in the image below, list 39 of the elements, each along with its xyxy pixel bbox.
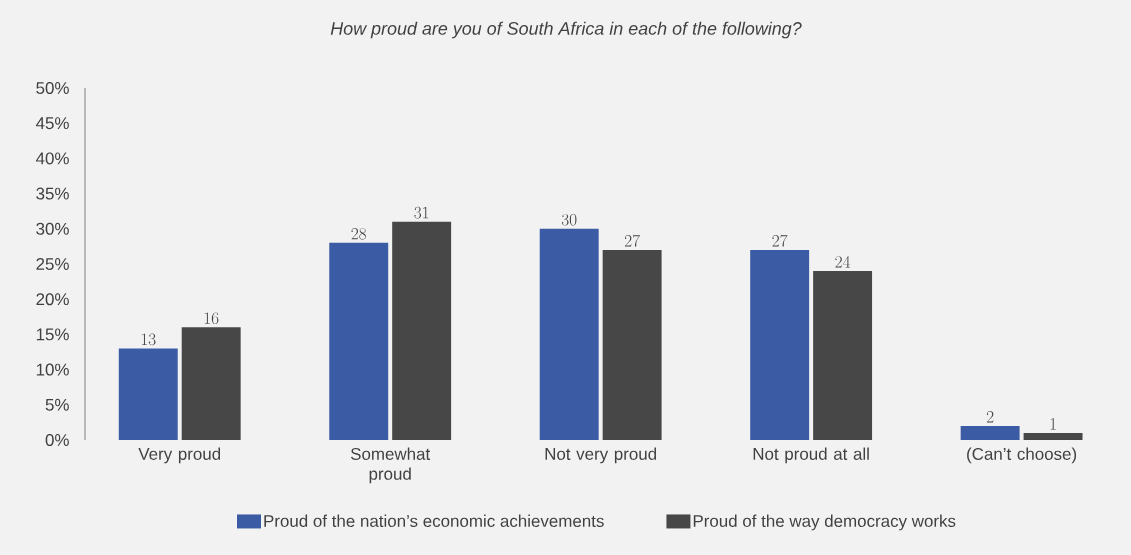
data-label: 27: [772, 234, 788, 247]
y-tick-label: 15%: [36, 328, 69, 341]
legend-label: Proud of the way democracy works: [693, 514, 956, 531]
y-tick-label: 25%: [36, 257, 69, 270]
y-tick-label: 45%: [35, 117, 69, 130]
x-tick-label: Not very proud: [545, 447, 657, 464]
data-label: 2: [986, 411, 994, 423]
bar: [1023, 432, 1083, 440]
bar: [118, 348, 178, 440]
y-tick-label: 50%: [36, 81, 69, 94]
bar: [960, 425, 1020, 440]
y-tick-label: 10%: [36, 363, 69, 376]
chart-title: How proud are you of South Africa in each of the following?: [330, 21, 802, 39]
data-label: 30: [561, 213, 577, 226]
bar: [329, 242, 389, 440]
x-tick-label: (Can’t choose): [967, 447, 1077, 464]
y-tick-label: 35%: [36, 187, 69, 200]
bar: [750, 249, 810, 440]
y-tick-label: 30%: [36, 222, 69, 235]
data-label: 31: [414, 206, 429, 219]
y-tick-label: 40%: [35, 152, 69, 165]
bar: [813, 271, 873, 440]
data-label: 24: [835, 255, 851, 268]
bar: [181, 327, 241, 440]
y-tick-label: 20%: [36, 293, 69, 306]
bar: [602, 249, 662, 440]
data-label: 13: [141, 333, 156, 346]
x-tick-label: Somewhat proud: [350, 447, 431, 484]
legend-label: Proud of the nation’s economic achievements: [264, 514, 604, 528]
data-label: 16: [204, 312, 219, 325]
x-tick-label: Very proud: [138, 447, 221, 464]
bar: [539, 228, 599, 440]
data-label: 1: [1050, 418, 1056, 430]
y-tick-label: 5%: [45, 398, 69, 411]
x-tick-label: Not proud at all: [753, 447, 869, 464]
bar: [392, 221, 452, 440]
data-label: 28: [351, 227, 367, 240]
y-tick-label: 0%: [45, 433, 69, 446]
data-label: 27: [624, 234, 640, 247]
